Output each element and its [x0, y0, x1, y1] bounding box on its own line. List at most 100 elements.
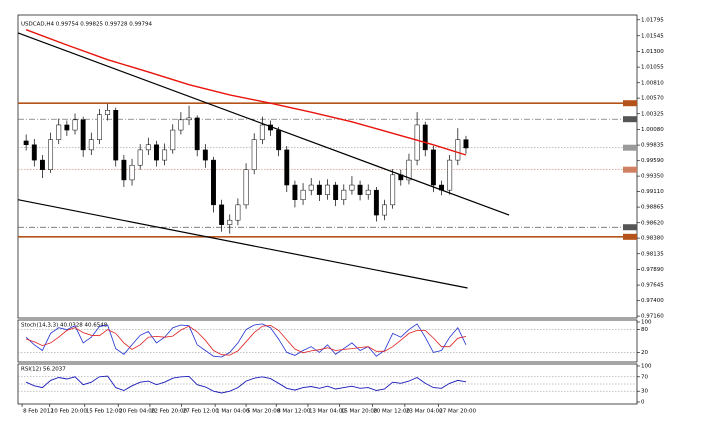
x-tick-label: 23 Mar 04:00 — [406, 409, 443, 415]
y-tick-label: 0.98620 — [641, 220, 664, 226]
y-tick-label: 1.00810 — [641, 80, 664, 86]
x-tick-label: 8 Feb 2012 — [23, 409, 54, 415]
candle-body — [235, 204, 241, 221]
x-tick-label: 15 Mar 20:00 — [341, 409, 378, 415]
candle-body — [333, 184, 339, 200]
candle-body — [300, 189, 306, 200]
y-tick-label: 0.99590 — [641, 158, 664, 164]
candle-body — [39, 159, 45, 170]
y-tick-label: 0.99350 — [641, 174, 664, 180]
candle-body — [137, 149, 143, 166]
candle-body — [129, 164, 135, 181]
candle-body — [154, 144, 159, 161]
y-tick-label: 1.01795 — [641, 17, 664, 23]
candle-body — [422, 124, 428, 151]
price-level-box — [623, 144, 637, 151]
candle-body — [357, 184, 363, 195]
candle-body — [96, 114, 102, 140]
candle-body — [186, 117, 192, 121]
y-tick-label: 70 — [641, 374, 648, 380]
y-tick-label: 0 — [641, 400, 645, 406]
candle-body — [308, 184, 314, 191]
y-tick-label: 1.01545 — [641, 33, 664, 39]
candle-body — [390, 174, 396, 206]
price-level-box — [623, 224, 637, 231]
candle-body — [292, 184, 298, 200]
candle-body — [243, 169, 249, 206]
rsi-title: RSI(12) 56.2037 — [21, 367, 66, 373]
price-level-box — [623, 233, 637, 240]
x-tick-label: 5 Mar 20:00 — [247, 409, 281, 415]
y-tick-label: 0.98135 — [641, 251, 664, 257]
x-tick-label: 27 Mar 20:00 — [439, 409, 476, 415]
candle-body — [194, 117, 200, 151]
y-tick-label: 1.01055 — [641, 65, 664, 71]
x-tick-label: 20 Feb 04:00 — [119, 409, 156, 415]
candle-body — [145, 144, 151, 151]
candle-body — [373, 189, 379, 216]
trend-line — [17, 199, 468, 289]
candle-body — [162, 149, 168, 161]
y-tick-label: 100 — [641, 320, 652, 326]
x-tick-label: 8 Mar 12:00 — [277, 409, 311, 415]
candle-body — [170, 129, 176, 151]
y-tick-label: 0.98865 — [641, 205, 664, 211]
candle-body — [202, 149, 208, 161]
candle-body — [349, 184, 355, 191]
candle-body — [31, 144, 37, 161]
candle-body — [56, 124, 62, 140]
candle-body — [382, 204, 387, 216]
candle-body — [48, 139, 54, 170]
y-tick-label: 1.01300 — [641, 49, 664, 55]
x-tick-label: 20 Mar 12:00 — [373, 409, 410, 415]
candle-body — [72, 119, 78, 131]
candle-body — [276, 129, 282, 151]
candle-body — [284, 149, 290, 186]
candle-body — [430, 149, 436, 186]
candle-body — [121, 159, 127, 181]
y-tick-label: 30 — [641, 389, 648, 395]
y-tick-label: 0.97160 — [641, 314, 664, 320]
y-tick-label: 20 — [641, 350, 648, 356]
candle-body — [227, 219, 233, 225]
stoch-line — [25, 323, 467, 358]
y-tick-label: 1.00080 — [641, 127, 664, 133]
stoch-line — [25, 324, 467, 356]
x-tick-label: 10 Feb 20:00 — [51, 409, 88, 415]
stoch-title: Stoch(14,3,3) 40.0328 40.6548 — [21, 323, 108, 329]
rsi-line — [25, 375, 467, 394]
candle-body — [316, 184, 322, 195]
candle-body — [259, 124, 265, 140]
candle-body — [365, 189, 371, 195]
candle-body — [178, 119, 184, 131]
price-level-box — [623, 100, 637, 107]
y-tick-label: 0.98380 — [641, 236, 664, 242]
y-tick-label: 0.97645 — [641, 283, 664, 289]
main-panel — [17, 14, 638, 319]
stoch-panel — [17, 319, 638, 363]
candle-body — [113, 109, 119, 161]
trend-line — [17, 32, 510, 216]
x-tick-label: 13 Mar 04:00 — [309, 409, 346, 415]
candle-body — [341, 189, 347, 200]
candle-body — [325, 184, 330, 195]
candle-body — [463, 139, 469, 149]
price-level-box — [623, 116, 637, 123]
x-tick-label: 22 Feb 20:00 — [151, 409, 188, 415]
y-tick-label: 1.00570 — [641, 96, 664, 102]
candle-body — [211, 159, 216, 206]
y-tick-label: 0.97890 — [641, 267, 664, 273]
x-tick-label: 1 Mar 04:00 — [216, 409, 250, 415]
y-tick-label: 1.00325 — [641, 111, 664, 117]
candle-body — [80, 119, 86, 151]
y-tick-label: 0.99835 — [641, 143, 664, 149]
candle-body — [219, 204, 225, 225]
candle-body — [414, 124, 420, 161]
candle-body — [455, 139, 461, 161]
candle-body — [406, 159, 412, 181]
candle-body — [88, 139, 94, 151]
y-tick-label: 80 — [641, 327, 648, 333]
y-tick-label: 0.99110 — [641, 189, 664, 195]
